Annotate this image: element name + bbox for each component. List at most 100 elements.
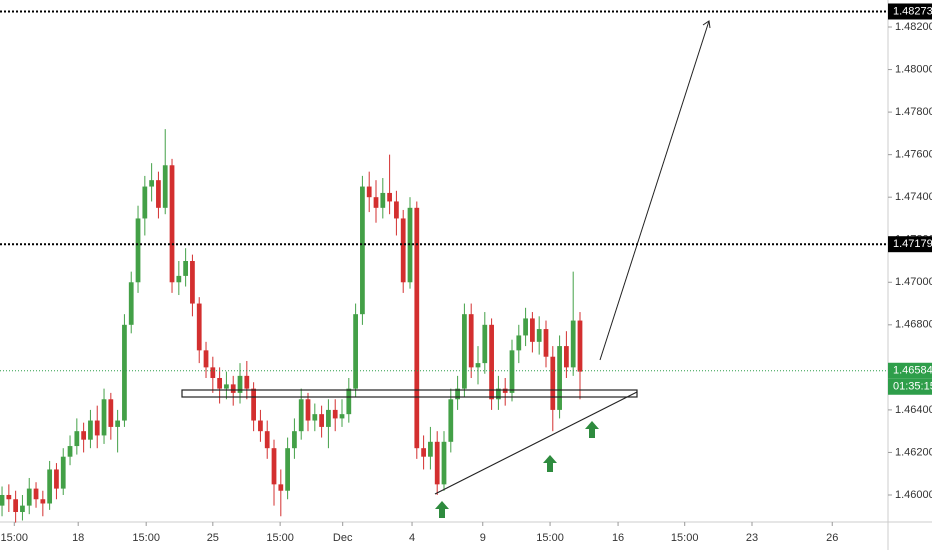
x-tick-label: 15:00 (132, 532, 160, 544)
candle-body (217, 377, 222, 389)
candle-body (135, 218, 141, 283)
candle-body (142, 186, 148, 219)
candle-body (448, 399, 454, 442)
candle-body (81, 431, 87, 440)
countdown-box (888, 378, 932, 395)
candles (0, 129, 583, 523)
support-zone (181, 389, 638, 398)
candle-body (101, 399, 107, 436)
up-arrow (585, 421, 599, 438)
candle-body (210, 367, 216, 378)
candle-body (516, 335, 522, 351)
up-arrow (543, 455, 557, 472)
y-tick-label: 1.48200 (895, 21, 932, 33)
candle-body (230, 384, 236, 393)
candle-body (373, 197, 379, 208)
candle-body (67, 446, 73, 457)
candle-body (122, 324, 127, 421)
candle-body (196, 303, 202, 351)
y-tick-label: 1.46800 (895, 319, 932, 331)
candle-body (20, 505, 25, 513)
candle-body (407, 207, 413, 283)
candle-body (421, 448, 426, 457)
y-tick-label: 1.47800 (895, 106, 932, 118)
x-tick-label: 18 (72, 532, 84, 544)
candle-body (6, 494, 12, 500)
candle-body (326, 409, 331, 427)
x-tick-label: 9 (480, 532, 486, 544)
candle-body (278, 484, 284, 491)
candle-body (353, 314, 358, 389)
candle-body (387, 192, 392, 202)
candle-body (162, 165, 168, 208)
x-tick-label: 15:00 (536, 532, 564, 544)
candle-body (394, 201, 399, 219)
x-tick-label: 16 (612, 532, 624, 544)
candle-body (190, 261, 195, 304)
candle-body (543, 329, 549, 357)
projection-arrow (599, 20, 710, 361)
candle-body (380, 192, 386, 208)
candle-body (441, 441, 447, 485)
candle-body (176, 275, 182, 283)
x-tick-label: 25 (207, 532, 219, 544)
candle-body (312, 414, 318, 421)
candle-body (570, 320, 576, 368)
x-tick-label: 15:00 (266, 532, 294, 544)
price-level-label: 1.46584 (893, 365, 932, 377)
candle-body (462, 314, 467, 389)
candle-body (502, 388, 508, 393)
candle-body (564, 346, 569, 368)
x-tick-label: 4 (409, 532, 415, 544)
y-tick-label: 1.47000 (895, 276, 932, 288)
candle-body (88, 420, 93, 440)
candle-body (557, 346, 562, 410)
candle-body (271, 448, 277, 485)
candle-body (74, 431, 80, 447)
candle-body (489, 324, 494, 400)
candle-body (54, 469, 59, 489)
candle-body (496, 388, 501, 400)
price-level-box (888, 236, 932, 253)
x-tick-label: 26 (826, 532, 838, 544)
x-tick-label: 23 (746, 532, 758, 544)
candle-body (258, 420, 263, 432)
candle-body (264, 431, 270, 449)
price-level-box (888, 3, 932, 20)
trendline (434, 391, 638, 495)
drawings (181, 20, 711, 518)
x-tick-label: Dec (333, 532, 353, 544)
candle-body (523, 318, 528, 336)
candle-body (292, 431, 297, 449)
candle-body (237, 375, 243, 393)
price-level-label: 1.48273 (893, 5, 932, 17)
candle-body (550, 356, 556, 410)
candle-body (203, 350, 209, 368)
candle-body (434, 441, 440, 485)
x-tick-label: 15:00 (1, 532, 29, 544)
candle-body (108, 399, 114, 427)
up-arrow (435, 501, 449, 518)
candle-body (482, 324, 488, 364)
candle-body (128, 282, 134, 325)
candle-body (94, 420, 100, 436)
candle-body (13, 499, 19, 513)
y-tick-label: 1.46400 (895, 404, 932, 416)
candle-body (577, 320, 583, 372)
y-tick-label: 1.48000 (895, 63, 932, 75)
candle-body (298, 399, 304, 432)
y-tick-label: 1.47600 (895, 149, 932, 161)
candle-body (305, 399, 311, 421)
candle-body (360, 186, 365, 315)
candle-body (149, 180, 155, 187)
price-level-label: 1.47179 (893, 238, 932, 250)
arrow-head (702, 20, 711, 29)
candle-body (244, 375, 250, 389)
candle-body (319, 414, 324, 427)
candle-body (40, 499, 46, 504)
candle-body (251, 388, 256, 421)
candle-body (285, 448, 290, 491)
candle-body (339, 414, 345, 419)
candle-body (183, 261, 189, 276)
